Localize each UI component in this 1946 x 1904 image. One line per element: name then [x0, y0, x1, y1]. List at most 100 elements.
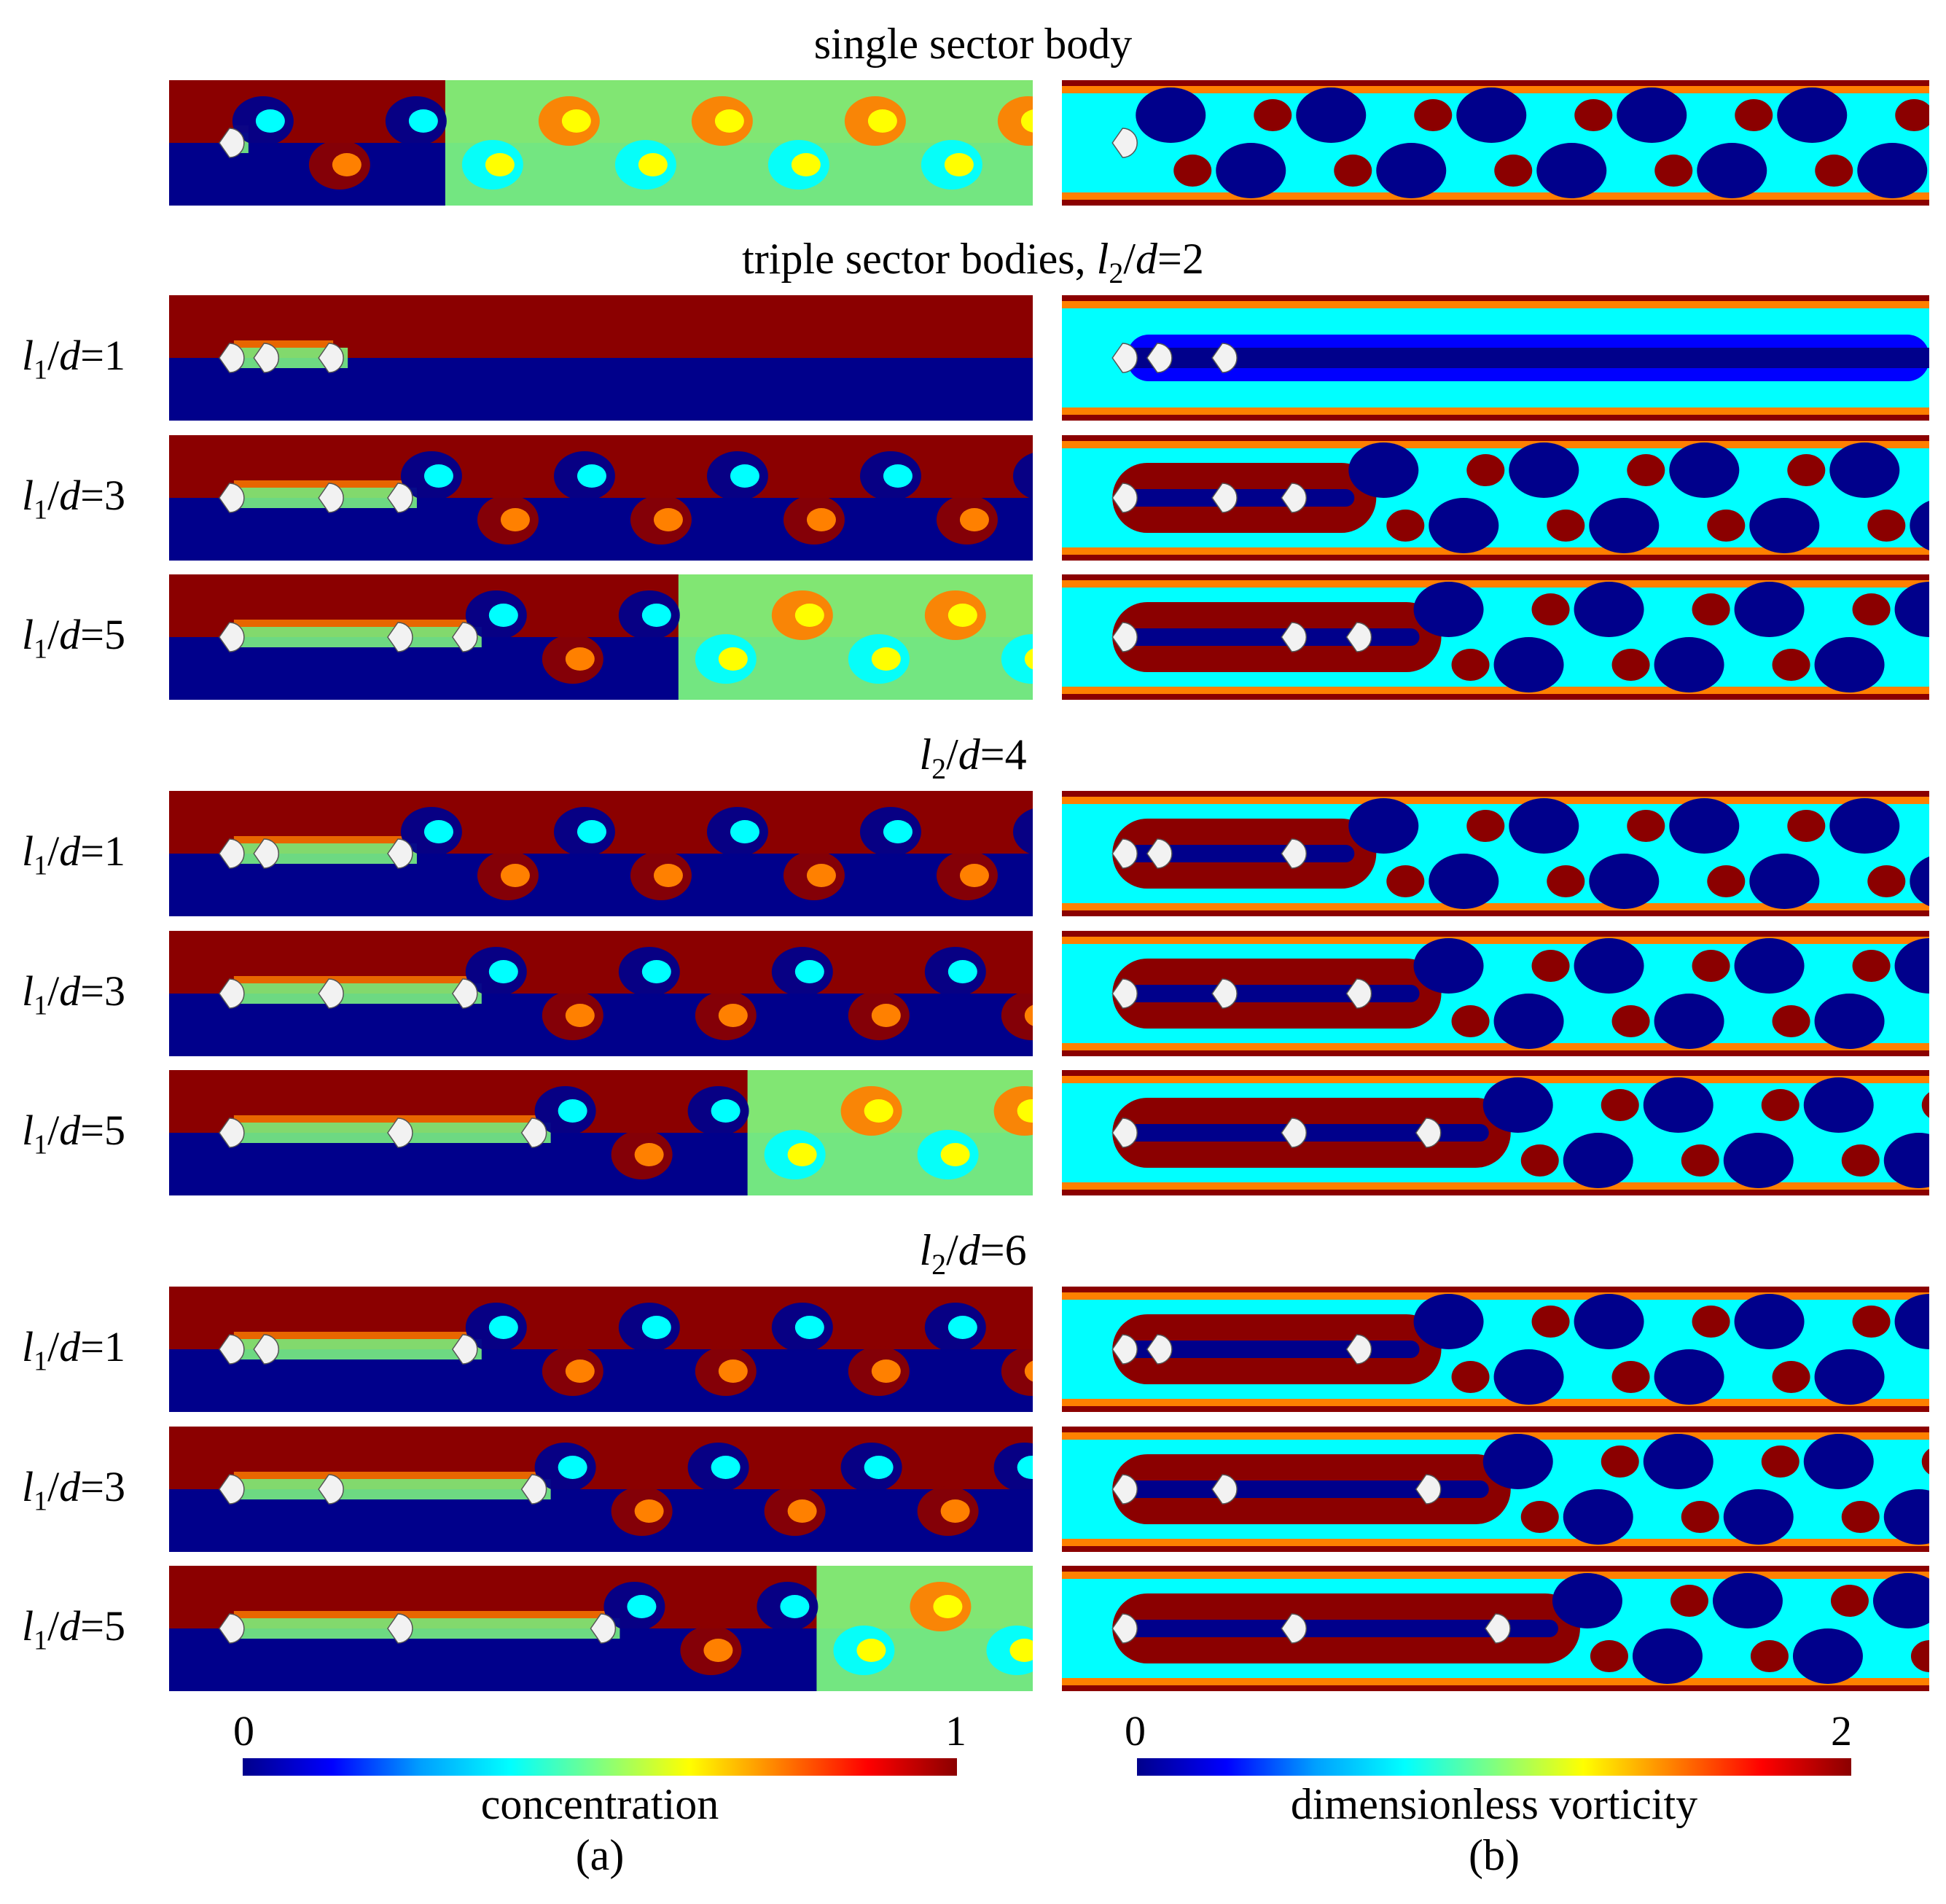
sector-body-icon [1111, 1474, 1138, 1505]
sector-body-icon [218, 1474, 245, 1505]
row-label: l1/d=5 [22, 1602, 125, 1656]
sector-body-icon [1111, 1613, 1138, 1644]
vorticity-panel [1062, 1427, 1929, 1552]
row-label: l1/d=3 [22, 472, 125, 526]
sector-body-icon [218, 622, 245, 652]
concentration-panel [169, 1070, 1033, 1195]
sector-body-icon [218, 1334, 245, 1365]
title-l2-2: triple sector bodies, l2/d=2 [742, 235, 1204, 289]
concentration-panel [169, 1566, 1033, 1691]
sector-body-icon [1146, 838, 1173, 869]
sector-body-icon [451, 978, 478, 1009]
sector-body-icon [1111, 978, 1138, 1009]
title-eq4: =4 [980, 730, 1027, 779]
title-eq2: =2 [1157, 235, 1204, 283]
sector-body-icon [218, 343, 245, 373]
vorticity-panel [1062, 791, 1929, 916]
sector-body-icon [520, 1117, 547, 1148]
row-label: l1/d=5 [22, 1107, 125, 1160]
colorbar-b-label: dimensionless vorticity [1290, 1780, 1698, 1828]
row-label: l1/d=1 [22, 1323, 125, 1377]
colorbar-a-min: 0 [233, 1707, 254, 1755]
sector-body-icon [1146, 1334, 1173, 1365]
sector-body-icon [253, 838, 279, 869]
vorticity-panel [1062, 1566, 1929, 1691]
sector-body-icon [1345, 978, 1372, 1009]
sector-body-icon [387, 622, 413, 652]
colorbar-a-max: 1 [945, 1707, 966, 1755]
concentration-panel [169, 1427, 1033, 1552]
sector-body-icon [1111, 1334, 1138, 1365]
vorticity-panel [1062, 435, 1929, 561]
vorticity-panel [1062, 931, 1929, 1056]
sector-body-icon [387, 1613, 413, 1644]
concentration-panel [169, 295, 1033, 421]
title-eq6: =6 [980, 1226, 1027, 1274]
row-label: l1/d=5 [22, 611, 125, 665]
sector-body-icon [218, 128, 245, 158]
sector-body-icon [1111, 622, 1138, 652]
title-triple-prefix: triple sector bodies, [742, 235, 1097, 283]
row-label: l1/d=1 [22, 827, 125, 881]
sector-body-icon [218, 1117, 245, 1148]
sector-body-icon [253, 1334, 279, 1365]
vorticity-panel [1062, 1287, 1929, 1412]
sector-body-icon [451, 1334, 478, 1365]
sector-body-icon [318, 978, 344, 1009]
vorticity-panel [1062, 80, 1929, 206]
sector-body-icon [318, 1474, 344, 1505]
concentration-panel [169, 931, 1033, 1056]
sector-body-icon [218, 838, 245, 869]
sector-body-icon [1111, 128, 1138, 158]
sector-body-icon [1211, 978, 1238, 1009]
vorticity-panel [1062, 574, 1929, 700]
caption-b: (b) [1469, 1831, 1520, 1879]
title-l2-6: l2/d=6 [919, 1226, 1027, 1281]
sector-body-icon [318, 343, 344, 373]
colorbar-b [1137, 1758, 1851, 1776]
sector-body-icon [1281, 838, 1307, 869]
sector-body-icon [1111, 483, 1138, 513]
sector-body-icon [1281, 1117, 1307, 1148]
colorbar-b-max: 2 [1831, 1707, 1852, 1755]
sector-body-icon [1211, 1474, 1238, 1505]
sector-body-icon [520, 1474, 547, 1505]
sector-body-icon [1146, 343, 1173, 373]
sector-body-icon [218, 483, 245, 513]
title-l2-sym: l [1096, 235, 1109, 283]
sector-body-icon [387, 483, 413, 513]
concentration-panel [169, 80, 1033, 206]
sector-body-icon [1211, 343, 1238, 373]
title-l2-4: l2/d=4 [919, 730, 1027, 785]
sector-body-icon [1111, 343, 1138, 373]
sector-body-icon [253, 343, 279, 373]
concentration-panel [169, 574, 1033, 700]
title-d-sym: d [1136, 235, 1158, 283]
concentration-panel [169, 1287, 1033, 1412]
sector-body-icon [1281, 1613, 1307, 1644]
sector-body-icon [451, 622, 478, 652]
sector-body-icon [387, 1117, 413, 1148]
sector-body-icon [1345, 1334, 1372, 1365]
sector-body-icon [218, 1613, 245, 1644]
sector-body-icon [1281, 483, 1307, 513]
row-label: l1/d=3 [22, 967, 125, 1021]
sector-body-icon [218, 978, 245, 1009]
sector-body-icon [387, 838, 413, 869]
colorbar-b-min: 0 [1125, 1707, 1146, 1755]
concentration-panel [169, 435, 1033, 561]
row-label: l1/d=1 [22, 332, 125, 386]
vorticity-panel [1062, 295, 1929, 421]
sector-body-icon [1415, 1474, 1442, 1505]
caption-a: (a) [575, 1831, 625, 1879]
colorbar-a [243, 1758, 957, 1776]
sector-body-icon [318, 483, 344, 513]
sector-body-icon [590, 1613, 617, 1644]
sector-body-icon [1211, 483, 1238, 513]
sector-body-icon [1345, 622, 1372, 652]
sector-body-icon [1281, 622, 1307, 652]
vorticity-panel [1062, 1070, 1929, 1195]
colorbar-a-label: concentration [480, 1780, 719, 1828]
title-single-text: single sector body [813, 20, 1133, 68]
sector-body-icon [1485, 1613, 1511, 1644]
